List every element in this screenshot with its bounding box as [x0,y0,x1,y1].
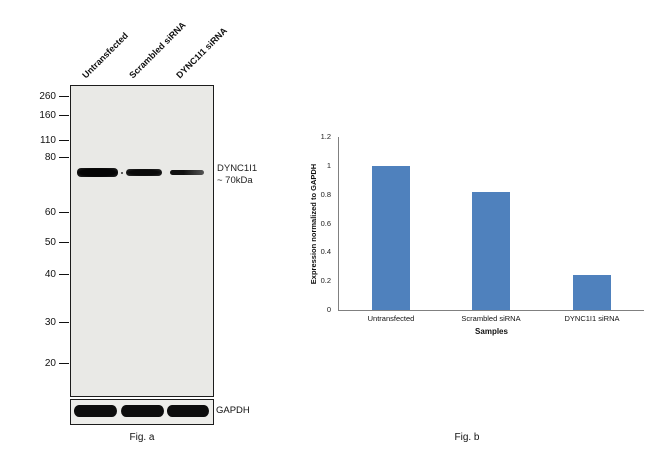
mw-marker-30: 30 [44,317,56,328]
mw-marker-110: 110 [40,135,56,146]
gapdh-label: GAPDH [216,405,250,416]
bar-untransfected [372,165,410,310]
mw-marker-160: 160 [39,110,56,121]
mw-marker-20: 20 [44,358,56,369]
gapdh-band-lane1 [74,405,117,417]
y-axis-tick-label: 0.8 [320,189,331,199]
x-category-label-dync1i1-sirna: DYNC1I1 siRNA [564,314,620,323]
dync1i1-band-lane1 [77,168,118,177]
mw-tick [59,212,69,213]
bar-scrambled-sirna [472,191,510,310]
lane-label-untransfected: Untransfected [80,30,131,81]
band-annotation-protein: DYNC1I1 [217,163,258,174]
x-category-label-scrambled-sirna: Scrambled siRNA [461,314,521,323]
mw-tick [59,322,69,323]
mw-marker-40: 40 [44,269,56,280]
mw-tick [59,242,69,243]
mw-tick [59,96,69,97]
mw-tick [59,140,69,141]
lane-label-dync1i1-sirna: DYNC1I1 siRNA [174,25,230,81]
mw-tick [59,157,69,158]
mw-tick [59,363,69,364]
fig-a-caption: Fig. a [129,432,155,443]
y-axis-tick-labels: 0 0.2 0.4 0.6 0.8 1 1.2 [300,133,334,314]
y-axis-tick-label: 1 [326,160,331,170]
gapdh-band-lane2 [121,405,164,417]
dync1i1-band-lane2 [126,169,162,176]
band-annotation-size: ~ 70kDa [217,175,253,186]
mw-marker-50: 50 [44,237,56,248]
fig-b-caption: Fig. b [454,432,480,443]
mw-marker-60: 60 [44,207,56,218]
gapdh-band-lane3 [167,405,209,417]
y-axis-tick-label: 0.6 [320,218,331,228]
x-axis-title: Samples [475,327,508,336]
mw-tick [59,274,69,275]
mw-tick [59,115,69,116]
bar-chart-plot-area: Samples Untransfected Scrambled siRNA DYNC… [338,137,644,336]
bar-dync1i1-sirna [573,275,611,310]
mw-marker-260: 260 [39,91,56,102]
western-blot-panel [70,85,214,397]
band-annotation: DYNC1I1 ~ 70kDa [217,163,257,187]
y-axis-tick-label: 1.2 [320,132,331,141]
gapdh-loading-control-panel [70,399,214,425]
dync1i1-band-lane3 [170,170,204,175]
y-axis-tick-label: 0 [326,305,331,314]
y-axis-tick-label: 0.4 [320,247,331,257]
x-category-label-untransfected: Untransfected [367,314,415,323]
blot-speck [121,172,123,174]
mw-marker-80: 80 [44,152,56,163]
y-axis-tick-label: 0.2 [320,276,331,286]
